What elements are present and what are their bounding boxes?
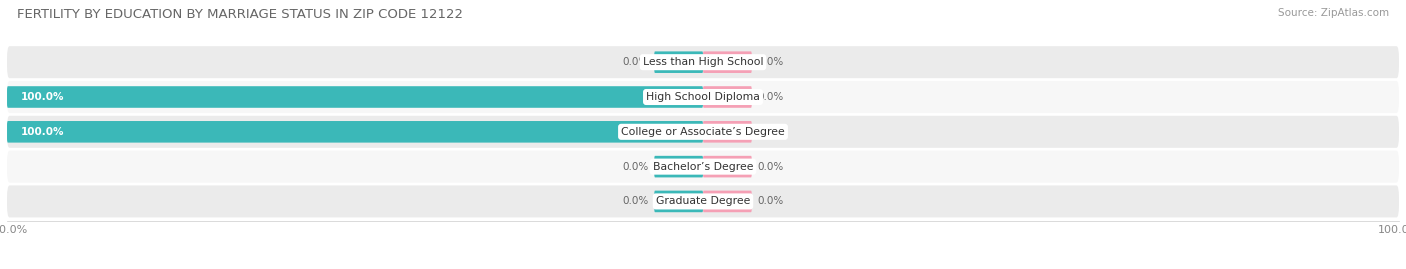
Text: High School Diploma: High School Diploma — [647, 92, 759, 102]
Text: FERTILITY BY EDUCATION BY MARRIAGE STATUS IN ZIP CODE 12122: FERTILITY BY EDUCATION BY MARRIAGE STATU… — [17, 8, 463, 21]
FancyBboxPatch shape — [7, 185, 1399, 217]
Text: 0.0%: 0.0% — [758, 127, 783, 137]
FancyBboxPatch shape — [7, 46, 1399, 78]
FancyBboxPatch shape — [7, 86, 703, 108]
Text: 0.0%: 0.0% — [758, 196, 783, 206]
Text: College or Associate’s Degree: College or Associate’s Degree — [621, 127, 785, 137]
Text: Graduate Degree: Graduate Degree — [655, 196, 751, 206]
FancyBboxPatch shape — [7, 81, 1399, 113]
FancyBboxPatch shape — [7, 116, 1399, 148]
Text: 0.0%: 0.0% — [758, 57, 783, 67]
Text: 0.0%: 0.0% — [623, 57, 648, 67]
Text: 100.0%: 100.0% — [21, 92, 65, 102]
Text: 0.0%: 0.0% — [623, 162, 648, 172]
FancyBboxPatch shape — [654, 191, 703, 212]
Text: Less than High School: Less than High School — [643, 57, 763, 67]
FancyBboxPatch shape — [703, 51, 752, 73]
Text: 0.0%: 0.0% — [758, 92, 783, 102]
FancyBboxPatch shape — [654, 51, 703, 73]
Text: Bachelor’s Degree: Bachelor’s Degree — [652, 162, 754, 172]
FancyBboxPatch shape — [703, 86, 752, 108]
FancyBboxPatch shape — [7, 151, 1399, 183]
Text: 100.0%: 100.0% — [21, 127, 65, 137]
FancyBboxPatch shape — [654, 156, 703, 178]
FancyBboxPatch shape — [7, 121, 703, 143]
Text: 0.0%: 0.0% — [758, 162, 783, 172]
Text: Source: ZipAtlas.com: Source: ZipAtlas.com — [1278, 8, 1389, 18]
FancyBboxPatch shape — [703, 191, 752, 212]
FancyBboxPatch shape — [703, 121, 752, 143]
FancyBboxPatch shape — [703, 156, 752, 178]
Text: 0.0%: 0.0% — [623, 196, 648, 206]
